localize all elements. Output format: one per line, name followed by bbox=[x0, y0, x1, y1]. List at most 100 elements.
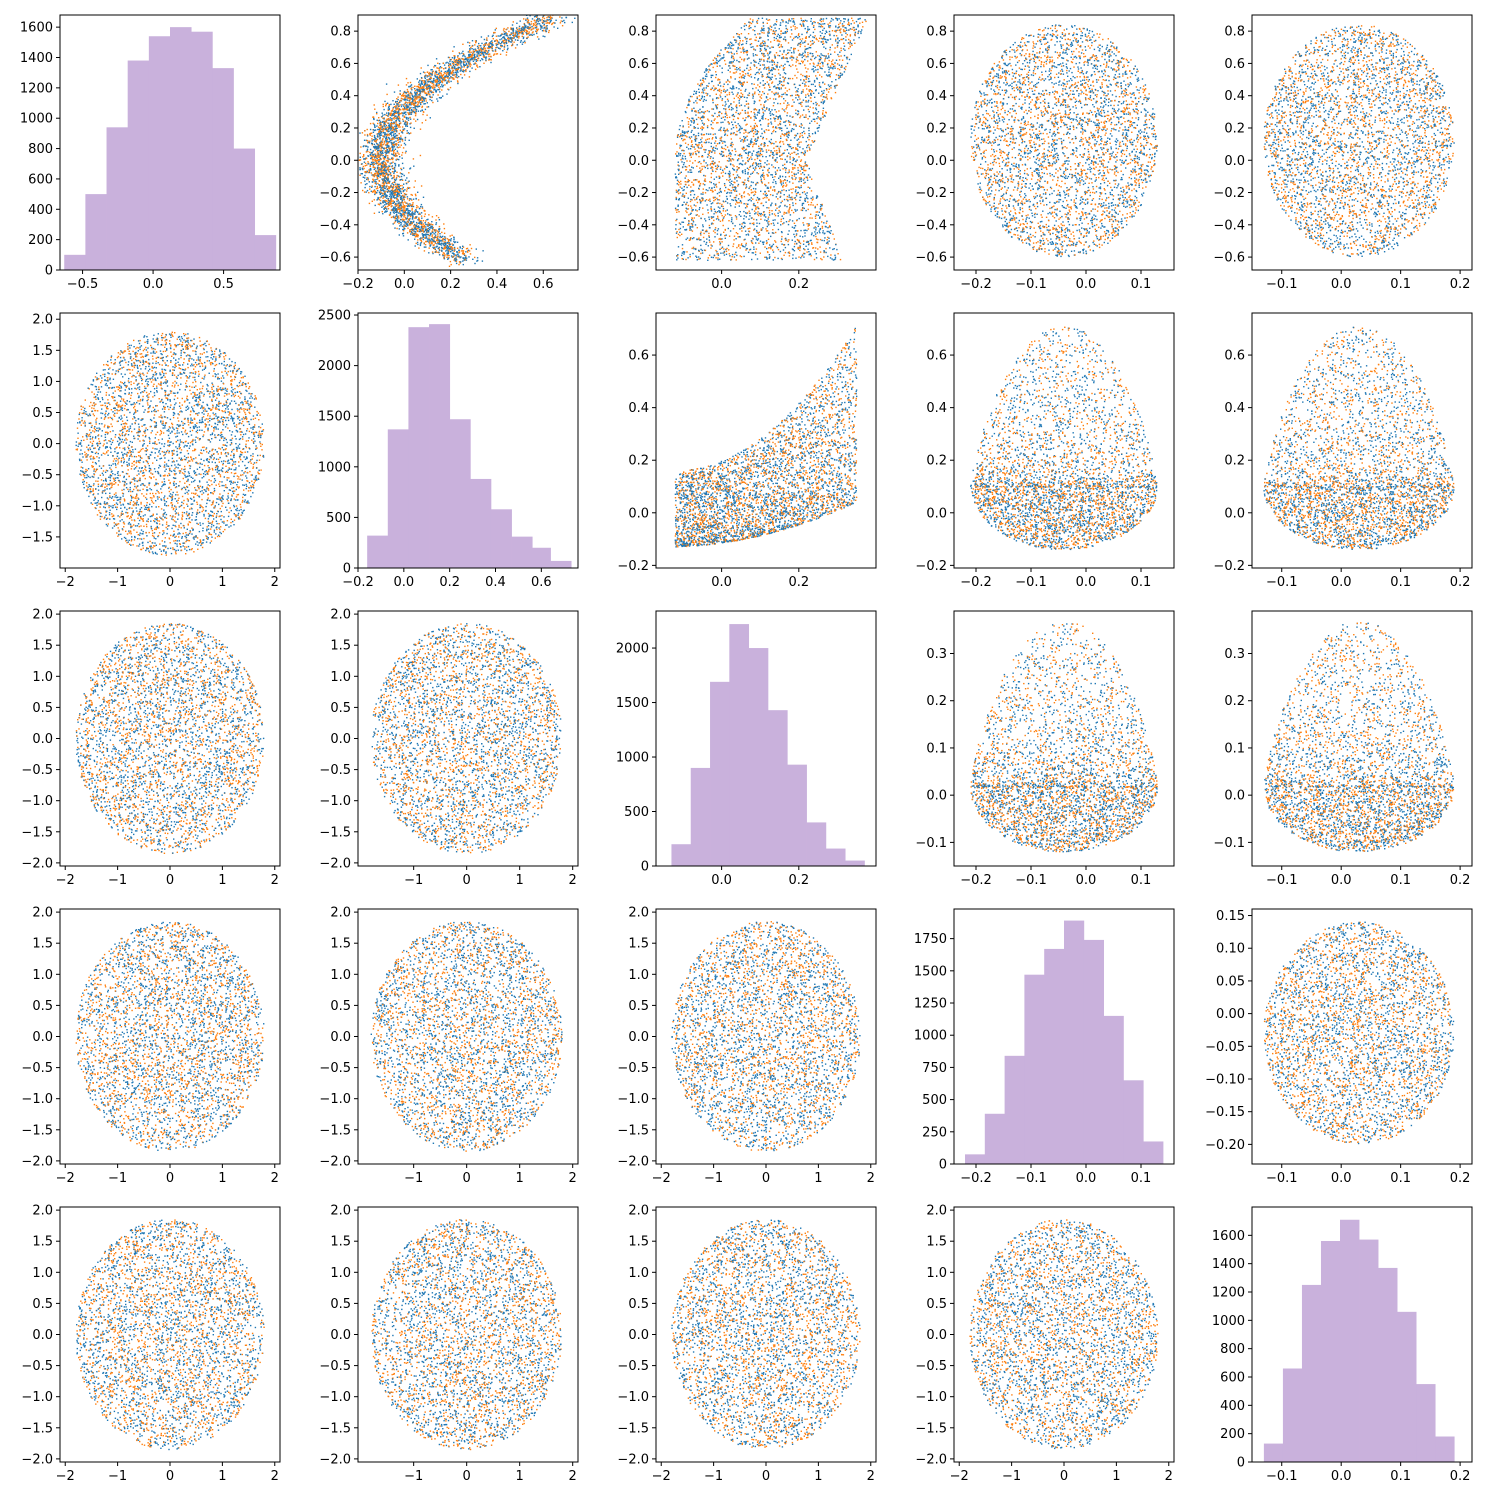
scatter-point bbox=[439, 254, 440, 255]
scatter-point bbox=[399, 225, 400, 226]
scatter-point bbox=[395, 101, 396, 102]
x-tick-label: 0.0 bbox=[394, 277, 415, 292]
scatter-point bbox=[783, 255, 784, 256]
hist-bar bbox=[107, 127, 129, 270]
scatter-point bbox=[494, 41, 495, 42]
scatter-point bbox=[374, 181, 375, 182]
scatter-point bbox=[454, 249, 455, 250]
plot-area bbox=[64, 27, 276, 270]
scatter-point bbox=[385, 180, 386, 181]
scatter-point bbox=[503, 40, 504, 41]
scatter-point bbox=[431, 91, 432, 92]
scatter-point bbox=[757, 72, 758, 73]
scatter-point bbox=[502, 50, 503, 51]
scatter-point bbox=[713, 220, 714, 221]
scatter-point bbox=[395, 204, 396, 205]
scatter-point bbox=[536, 17, 537, 18]
scatter-point bbox=[779, 55, 780, 56]
scatter-point bbox=[361, 163, 362, 164]
scatter-point bbox=[746, 186, 747, 187]
scatter-point bbox=[807, 26, 808, 27]
scatter-point bbox=[532, 35, 533, 36]
scatter-point bbox=[382, 193, 383, 194]
scatter-point bbox=[384, 182, 385, 183]
scatter-point bbox=[427, 225, 428, 226]
scatter-point bbox=[428, 237, 429, 238]
scatter-point bbox=[431, 97, 432, 98]
scatter-point bbox=[813, 25, 814, 26]
scatter-point bbox=[697, 124, 698, 125]
scatter-point bbox=[403, 99, 404, 100]
scatter-point bbox=[489, 46, 490, 47]
scatter-point bbox=[756, 248, 757, 249]
scatter-point bbox=[521, 28, 522, 29]
scatter-point bbox=[401, 193, 402, 194]
scatter-point bbox=[460, 63, 461, 64]
scatter-point bbox=[427, 240, 428, 241]
scatter-point bbox=[801, 40, 802, 41]
scatter-point bbox=[407, 106, 408, 107]
scatter-point bbox=[509, 40, 510, 41]
scatter-point bbox=[374, 199, 375, 200]
scatter-point bbox=[749, 186, 750, 187]
scatter-point bbox=[399, 191, 400, 192]
scatter-point bbox=[467, 42, 468, 43]
scatter-point bbox=[467, 59, 468, 60]
scatter-point bbox=[784, 67, 785, 68]
scatter-point bbox=[482, 250, 483, 251]
scatter-point bbox=[384, 167, 385, 168]
scatter-point bbox=[740, 52, 741, 53]
scatter-point bbox=[726, 94, 727, 95]
scatter-point bbox=[748, 228, 749, 229]
scatter-point bbox=[807, 150, 808, 151]
scatter-point bbox=[377, 178, 378, 179]
scatter-point bbox=[394, 191, 395, 192]
scatter-point bbox=[507, 48, 508, 49]
scatter-point bbox=[526, 30, 527, 31]
scatter-point bbox=[398, 201, 399, 202]
scatter-point bbox=[403, 224, 404, 225]
scatter-point bbox=[397, 206, 398, 207]
scatter-point bbox=[476, 248, 477, 249]
scatter-point bbox=[468, 55, 469, 56]
scatter-point bbox=[419, 95, 420, 96]
scatter-point bbox=[710, 158, 711, 159]
scatter-point bbox=[415, 233, 416, 234]
scatter-point bbox=[407, 89, 408, 90]
scatter-point bbox=[423, 71, 424, 72]
scatter-point bbox=[804, 191, 805, 192]
scatter-point bbox=[421, 229, 422, 230]
scatter-point bbox=[469, 63, 470, 64]
scatter-point bbox=[723, 210, 724, 211]
scatter-point bbox=[370, 169, 371, 170]
scatter-point bbox=[751, 83, 752, 84]
scatter-point bbox=[428, 91, 429, 92]
scatter-point bbox=[462, 248, 463, 249]
scatter-point bbox=[738, 158, 739, 159]
scatter-point bbox=[432, 229, 433, 230]
scatter-point bbox=[385, 129, 386, 130]
scatter-point bbox=[518, 36, 519, 37]
scatter-point bbox=[372, 201, 373, 202]
scatter-point bbox=[804, 50, 805, 51]
scatter-point bbox=[364, 162, 365, 163]
scatter-point bbox=[407, 196, 408, 197]
scatter-point bbox=[793, 102, 794, 103]
scatter-point bbox=[405, 180, 406, 181]
scatter-point bbox=[736, 53, 737, 54]
scatter-point bbox=[410, 98, 411, 99]
scatter-point bbox=[416, 207, 417, 208]
scatter-point bbox=[420, 102, 421, 103]
scatter-point bbox=[388, 167, 389, 168]
scatter-point bbox=[391, 158, 392, 159]
scatter-point bbox=[777, 119, 778, 120]
scatter-point bbox=[426, 100, 427, 101]
scatter-point bbox=[740, 112, 741, 113]
scatter-point bbox=[471, 46, 472, 47]
scatter-point bbox=[542, 30, 543, 31]
scatter-point bbox=[462, 77, 463, 78]
scatter-point bbox=[407, 82, 408, 83]
scatter-point bbox=[367, 161, 368, 162]
scatter-point bbox=[795, 28, 796, 29]
scatter-point bbox=[714, 232, 715, 233]
